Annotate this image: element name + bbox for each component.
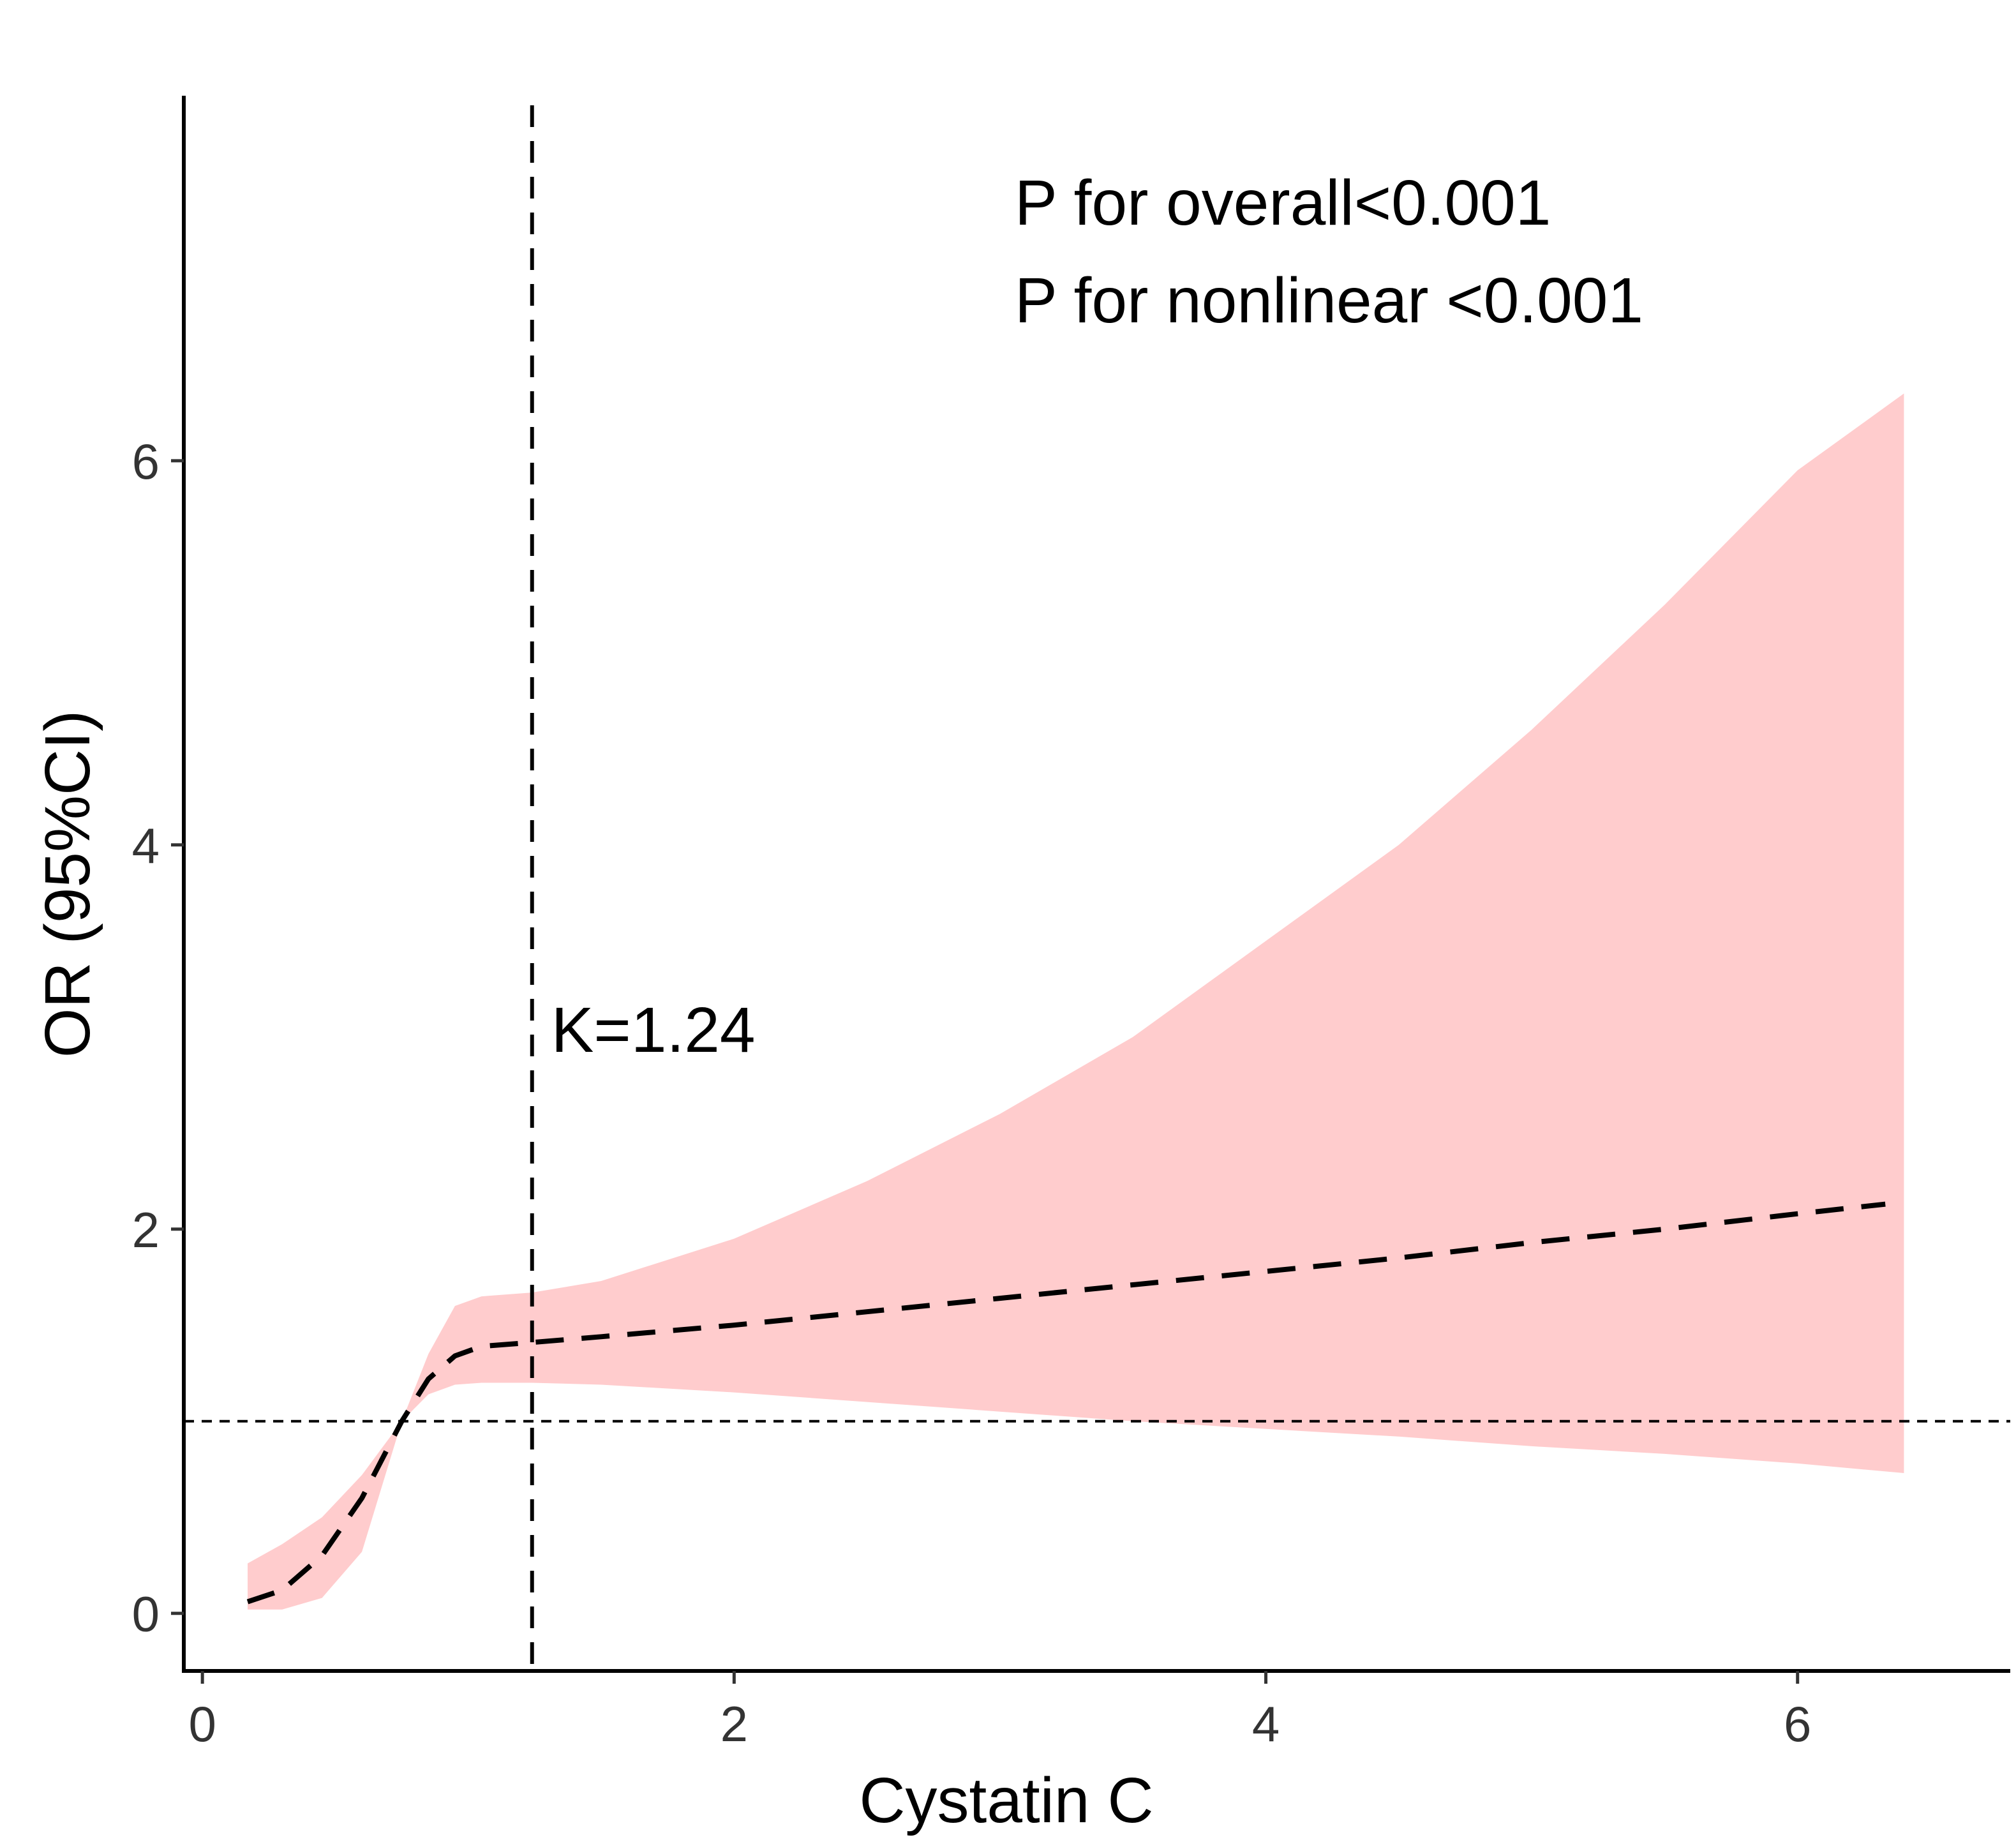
- x-axis-title: Cystatin C: [859, 1765, 1153, 1836]
- x-tick-label: 0: [188, 1696, 216, 1752]
- x-tick-label: 2: [721, 1696, 748, 1752]
- y-tick-label: 4: [132, 818, 160, 874]
- y-axis-title: OR (95%CI): [32, 710, 103, 1058]
- or-curve: [246, 1201, 1886, 1605]
- y-tick-label: 0: [132, 1586, 160, 1642]
- y-tick-label: 2: [132, 1202, 160, 1258]
- y-tick-label: 6: [132, 433, 160, 490]
- plot-area: [184, 105, 2010, 1671]
- p-overall-annotation: P for overall<0.001: [1015, 167, 1551, 239]
- p-nonlinear-annotation: P for nonlinear <0.001: [1015, 265, 1643, 336]
- x-tick-label: 4: [1252, 1696, 1280, 1752]
- confidence-band: [248, 393, 1904, 1610]
- axes: 0 2 4 6 0 2 4 6: [132, 96, 2010, 1752]
- labels: OR (95%CI) Cystatin C K=1.24 P for overa…: [32, 167, 1643, 1836]
- x-tick-label: 6: [1784, 1696, 1811, 1752]
- knot-label: K=1.24: [551, 994, 756, 1066]
